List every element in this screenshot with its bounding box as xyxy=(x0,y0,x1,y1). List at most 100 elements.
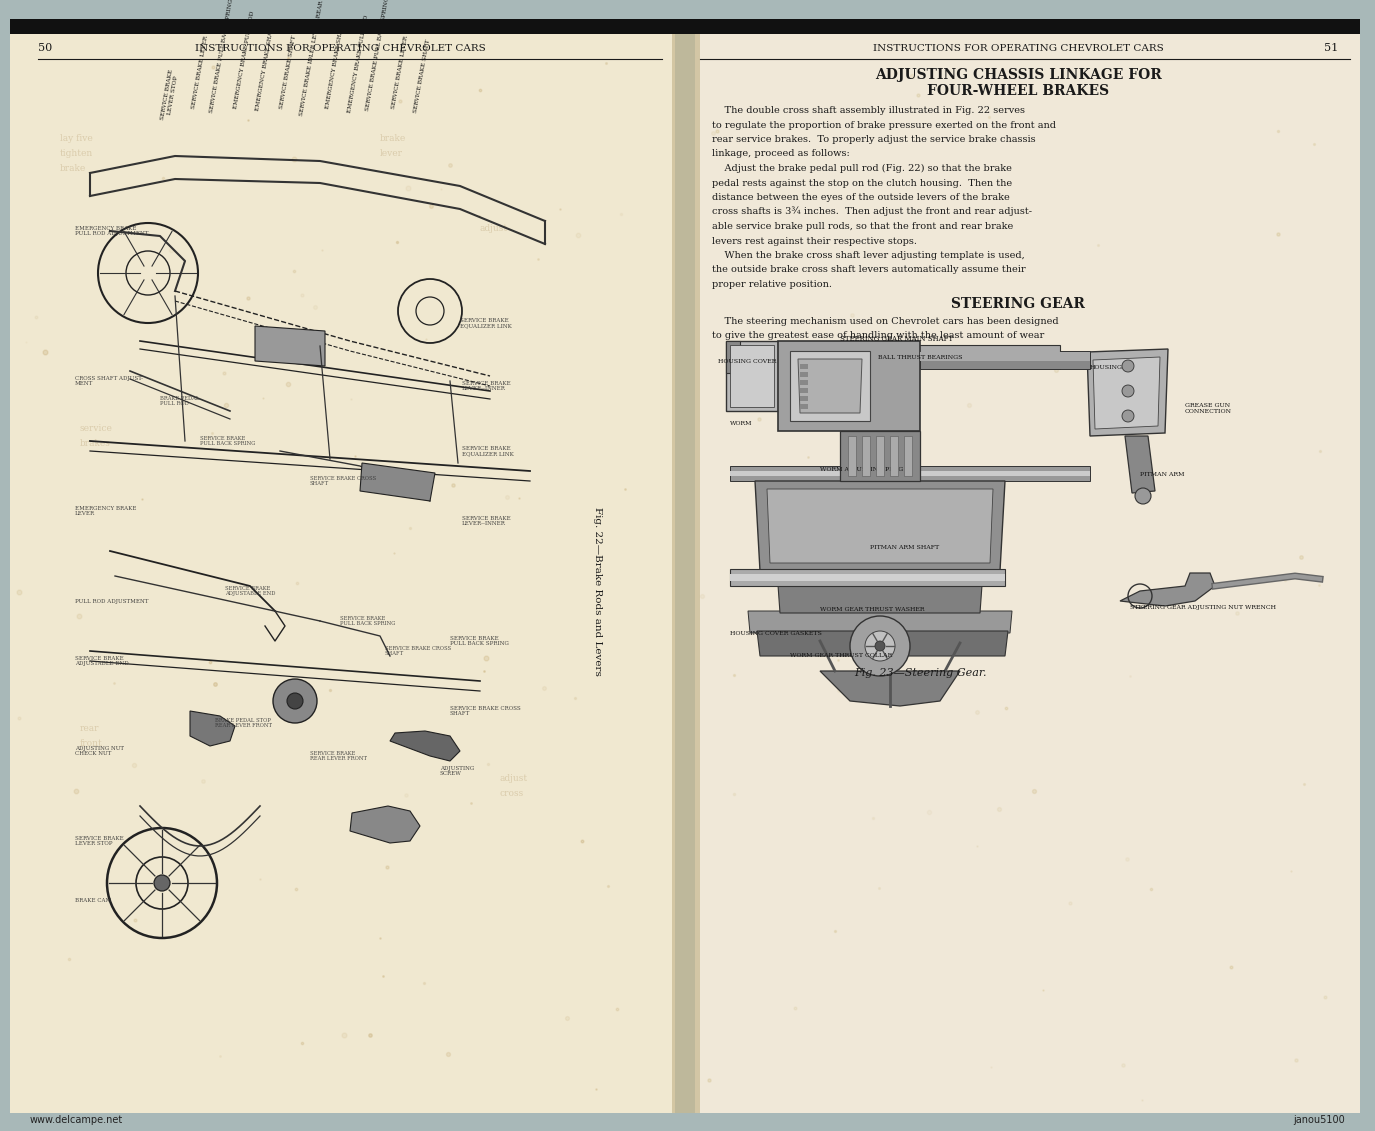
Text: levers rest against their respective stops.: levers rest against their respective sto… xyxy=(712,236,917,245)
Text: SERVICE BRAKE LEVER: SERVICE BRAKE LEVER xyxy=(191,35,209,109)
Text: Fig. 22—Brake Rods and Levers: Fig. 22—Brake Rods and Levers xyxy=(594,507,602,675)
Text: EMERGENCY BRAKE PULL ROD: EMERGENCY BRAKE PULL ROD xyxy=(232,10,256,109)
Text: WORM GEAR THRUST COLLAR: WORM GEAR THRUST COLLAR xyxy=(791,653,892,658)
Polygon shape xyxy=(800,388,808,392)
Text: to regulate the proportion of brake pressure exerted on the front and: to regulate the proportion of brake pres… xyxy=(712,121,1056,130)
Text: distance between the eyes of the outside levers of the brake: distance between the eyes of the outside… xyxy=(712,193,1009,202)
Text: The double cross shaft assembly illustrated in Fig. 22 serves: The double cross shaft assembly illustra… xyxy=(712,106,1024,115)
Text: FOUR-WHEEL BRAKES: FOUR-WHEEL BRAKES xyxy=(927,84,1110,98)
Text: SERVICE BRAKE
LEVER STOP: SERVICE BRAKE LEVER STOP xyxy=(161,69,180,121)
Polygon shape xyxy=(254,326,324,366)
Polygon shape xyxy=(755,481,1005,571)
Polygon shape xyxy=(730,569,1005,586)
Text: SERVICE BRAKE IDLER LEVER--REAR: SERVICE BRAKE IDLER LEVER--REAR xyxy=(300,0,324,116)
Text: SERVICE BRAKE CROSS
SHAFT: SERVICE BRAKE CROSS SHAFT xyxy=(450,706,521,716)
Polygon shape xyxy=(800,404,808,409)
Polygon shape xyxy=(791,351,870,421)
Text: SERVICE BRAKE
LEVER STOP: SERVICE BRAKE LEVER STOP xyxy=(76,836,124,846)
Text: front: front xyxy=(80,739,103,748)
Polygon shape xyxy=(190,711,235,746)
Text: SERVICE BRAKE
EQUALIZER LINK: SERVICE BRAKE EQUALIZER LINK xyxy=(462,446,514,457)
Text: www.delcampe.net: www.delcampe.net xyxy=(30,1115,124,1125)
Text: SERVICE BRAKE
PULL BACK SPRING: SERVICE BRAKE PULL BACK SPRING xyxy=(199,435,256,447)
Polygon shape xyxy=(903,435,912,476)
Text: SERVICE BRAKE
PULL BACK SPRING: SERVICE BRAKE PULL BACK SPRING xyxy=(340,615,396,627)
Text: janou5100: janou5100 xyxy=(1294,1115,1345,1125)
Circle shape xyxy=(850,616,910,676)
Text: BRAKE CAM: BRAKE CAM xyxy=(76,898,111,904)
Text: EMERGENCY BRAKE PULL ROD: EMERGENCY BRAKE PULL ROD xyxy=(346,15,368,113)
Polygon shape xyxy=(890,435,898,476)
Text: SERVICE BRAKE
REAR LEVER FRONT: SERVICE BRAKE REAR LEVER FRONT xyxy=(309,751,367,761)
Text: to give the greatest ease of handling with the least amount of wear: to give the greatest ease of handling wi… xyxy=(712,331,1044,340)
Text: INSTRUCTIONS FOR OPERATING CHEVROLET CARS: INSTRUCTIONS FOR OPERATING CHEVROLET CAR… xyxy=(195,44,485,53)
Text: PITMAN ARM SHAFT: PITMAN ARM SHAFT xyxy=(870,545,939,550)
Polygon shape xyxy=(778,342,920,431)
FancyBboxPatch shape xyxy=(10,21,675,1113)
Text: SERVICE BRAKE SHAFT: SERVICE BRAKE SHAFT xyxy=(279,35,297,109)
Polygon shape xyxy=(876,435,884,476)
Polygon shape xyxy=(920,352,1090,361)
Polygon shape xyxy=(730,345,1060,359)
Text: the outside brake cross shaft levers automatically assume their: the outside brake cross shaft levers aut… xyxy=(712,266,1026,275)
Text: BALL THRUST BEARINGS: BALL THRUST BEARINGS xyxy=(879,355,962,360)
Circle shape xyxy=(287,693,302,709)
Text: cross shafts is 3¾ inches.  Then adjust the front and rear adjust-: cross shafts is 3¾ inches. Then adjust t… xyxy=(712,207,1033,216)
Text: brake: brake xyxy=(380,133,406,143)
Text: 51: 51 xyxy=(1324,43,1338,53)
Text: SERVICE BRAKE
ADJUSTABLE END: SERVICE BRAKE ADJUSTABLE END xyxy=(226,586,275,596)
Text: SERVICE BRAKE
LEVER--INNER: SERVICE BRAKE LEVER--INNER xyxy=(462,381,510,391)
Text: EMERGENCY BRAKE SHAFT: EMERGENCY BRAKE SHAFT xyxy=(324,21,345,109)
Text: adjust: adjust xyxy=(500,774,528,783)
Text: SERVICE BRAKE
LEVER--INNER: SERVICE BRAKE LEVER--INNER xyxy=(462,516,510,526)
Circle shape xyxy=(154,875,170,891)
Text: HOUSING: HOUSING xyxy=(1090,365,1123,370)
Polygon shape xyxy=(840,431,920,481)
Text: Fig. 23—Steering Gear.: Fig. 23—Steering Gear. xyxy=(854,668,986,677)
Polygon shape xyxy=(1121,573,1216,606)
Text: SERVICE BRAKE CROSS
SHAFT: SERVICE BRAKE CROSS SHAFT xyxy=(309,476,377,486)
FancyBboxPatch shape xyxy=(694,21,1360,1113)
Text: ADJUSTING NUT
CHECK NUT: ADJUSTING NUT CHECK NUT xyxy=(76,745,124,757)
Polygon shape xyxy=(726,342,778,411)
Text: rear service brakes.  To properly adjust the service brake chassis: rear service brakes. To properly adjust … xyxy=(712,135,1035,144)
Polygon shape xyxy=(798,359,862,413)
Text: SERVICE BRAKE LEVER: SERVICE BRAKE LEVER xyxy=(390,35,408,109)
Text: Adjust the brake pedal pull rod (Fig. 22) so that the brake: Adjust the brake pedal pull rod (Fig. 22… xyxy=(712,164,1012,173)
Polygon shape xyxy=(800,372,808,377)
Polygon shape xyxy=(767,489,993,563)
Polygon shape xyxy=(360,463,434,501)
Text: SERVICE BRAKE PULL BACK SPRING: SERVICE BRAKE PULL BACK SPRING xyxy=(209,0,235,113)
Text: The steering mechanism used on Chevrolet cars has been designed: The steering mechanism used on Chevrolet… xyxy=(712,317,1059,326)
Text: cross: cross xyxy=(500,789,524,798)
Text: lever: lever xyxy=(380,149,403,158)
Polygon shape xyxy=(800,380,808,385)
Text: ADJUSTING CHASSIS LINKAGE FOR: ADJUSTING CHASSIS LINKAGE FOR xyxy=(874,68,1162,83)
Text: EMERGENCY BRAKE SHAFT: EMERGENCY BRAKE SHAFT xyxy=(254,24,275,111)
Polygon shape xyxy=(820,671,960,706)
Polygon shape xyxy=(726,342,740,373)
Polygon shape xyxy=(1093,357,1160,429)
Text: SERVICE BRAKE
PULL BACK SPRING: SERVICE BRAKE PULL BACK SPRING xyxy=(450,636,509,647)
Text: WORM GEAR THRUST WASHER: WORM GEAR THRUST WASHER xyxy=(820,607,924,612)
Text: rear: rear xyxy=(80,724,99,733)
Polygon shape xyxy=(390,731,461,761)
Text: PITMAN ARM: PITMAN ARM xyxy=(1140,472,1184,477)
Text: SERVICE BRAKE SHAFT: SERVICE BRAKE SHAFT xyxy=(412,38,430,113)
Text: GREASE GUN
CONNECTION: GREASE GUN CONNECTION xyxy=(1185,403,1232,414)
Text: able service brake pull rods, so that the front and rear brake: able service brake pull rods, so that th… xyxy=(712,222,1013,231)
Text: SERVICE BRAKE PULL BACK SPRING: SERVICE BRAKE PULL BACK SPRING xyxy=(366,0,390,111)
Polygon shape xyxy=(1088,349,1167,435)
Text: BRAKE PEDAL
PULL ROD: BRAKE PEDAL PULL ROD xyxy=(160,396,199,406)
Text: INSTRUCTIONS FOR OPERATING CHEVROLET CARS: INSTRUCTIONS FOR OPERATING CHEVROLET CAR… xyxy=(873,44,1163,53)
Polygon shape xyxy=(748,611,1012,633)
Text: BRAKE PEDAL STOP
REAR LEVER FRONT: BRAKE PEDAL STOP REAR LEVER FRONT xyxy=(214,717,272,728)
Circle shape xyxy=(274,679,318,723)
Circle shape xyxy=(1122,360,1134,372)
Text: STEERING GEAR MAIN SHAFT: STEERING GEAR MAIN SHAFT xyxy=(840,335,953,343)
Circle shape xyxy=(874,641,886,651)
Text: SERVICE BRAKE
ADJUSTABLE END: SERVICE BRAKE ADJUSTABLE END xyxy=(76,656,129,666)
Polygon shape xyxy=(758,631,1008,656)
Circle shape xyxy=(1134,487,1151,504)
Text: STEERING GEAR: STEERING GEAR xyxy=(951,297,1085,311)
